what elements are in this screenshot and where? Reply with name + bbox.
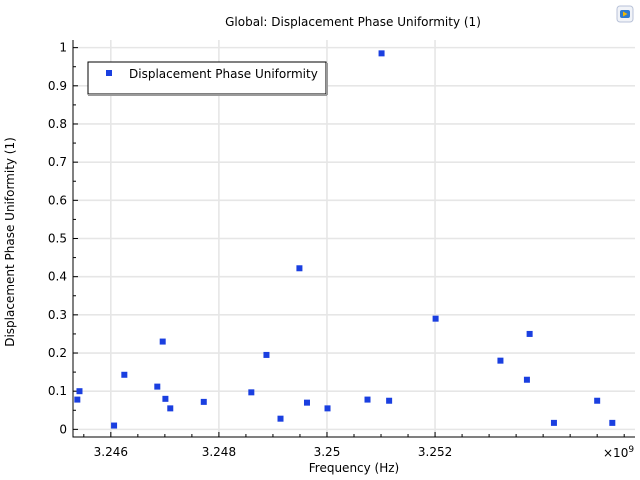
x-axis-label: Frequency (Hz) (309, 461, 400, 475)
data-point (550, 419, 557, 426)
data-point (497, 357, 504, 364)
y-tick-label: 0.2 (48, 346, 67, 360)
data-points (74, 50, 616, 429)
data-point (296, 265, 303, 272)
axis-frame (72, 40, 635, 438)
data-point (200, 398, 207, 405)
y-axis-label: Displacement Phase Uniformity (1) (3, 137, 17, 347)
ticks: 3.246 3.248 3.25 3.252 0 0.1 0.2 0.3 0.4 0.5 0.6 0.… (48, 41, 625, 459)
y-tick-label: 0.9 (48, 79, 67, 93)
chart-title: Global: Displacement Phase Uniformity (1… (225, 15, 481, 29)
data-point (432, 315, 439, 322)
y-tick-label: 0.5 (48, 232, 67, 246)
y-tick-label: 0.6 (48, 193, 67, 207)
data-point (159, 338, 166, 345)
data-point (609, 419, 616, 426)
comsol-logo-icon (616, 5, 634, 23)
data-point (303, 399, 310, 406)
x-tick-label: 3.248 (202, 445, 236, 459)
data-point (378, 50, 385, 57)
data-point (523, 376, 530, 383)
legend-entry: Displacement Phase Uniformity (129, 67, 318, 81)
x-tick-label: 3.252 (418, 445, 452, 459)
y-tick-label: 0.1 (48, 384, 67, 398)
data-point (167, 405, 174, 412)
legend: Displacement Phase Uniformity (87, 61, 328, 96)
y-tick-label: 0.4 (48, 270, 67, 284)
data-point (324, 405, 331, 412)
data-point (594, 397, 601, 404)
y-tick-label: 0.8 (48, 117, 67, 131)
data-point (162, 395, 169, 402)
data-point (121, 371, 128, 378)
x-tick-label: 3.246 (94, 445, 128, 459)
data-point (526, 330, 533, 337)
data-point (74, 396, 81, 403)
data-point (364, 396, 371, 403)
data-point (263, 351, 270, 358)
legend-marker (106, 70, 112, 76)
x-axis-exponent: ×109 (603, 445, 634, 460)
y-tick-label: 0.7 (48, 155, 67, 169)
y-tick-label: 1 (59, 41, 67, 55)
y-tick-label: 0.3 (48, 308, 67, 322)
data-point (386, 397, 393, 404)
data-point (111, 422, 118, 429)
x-tick-label: 3.25 (314, 445, 341, 459)
data-point (277, 415, 284, 422)
data-point (248, 389, 255, 396)
data-point (154, 383, 161, 390)
grid-lines (73, 40, 635, 437)
data-point (76, 388, 83, 395)
axes (72, 40, 635, 438)
y-tick-label: 0 (59, 422, 67, 436)
